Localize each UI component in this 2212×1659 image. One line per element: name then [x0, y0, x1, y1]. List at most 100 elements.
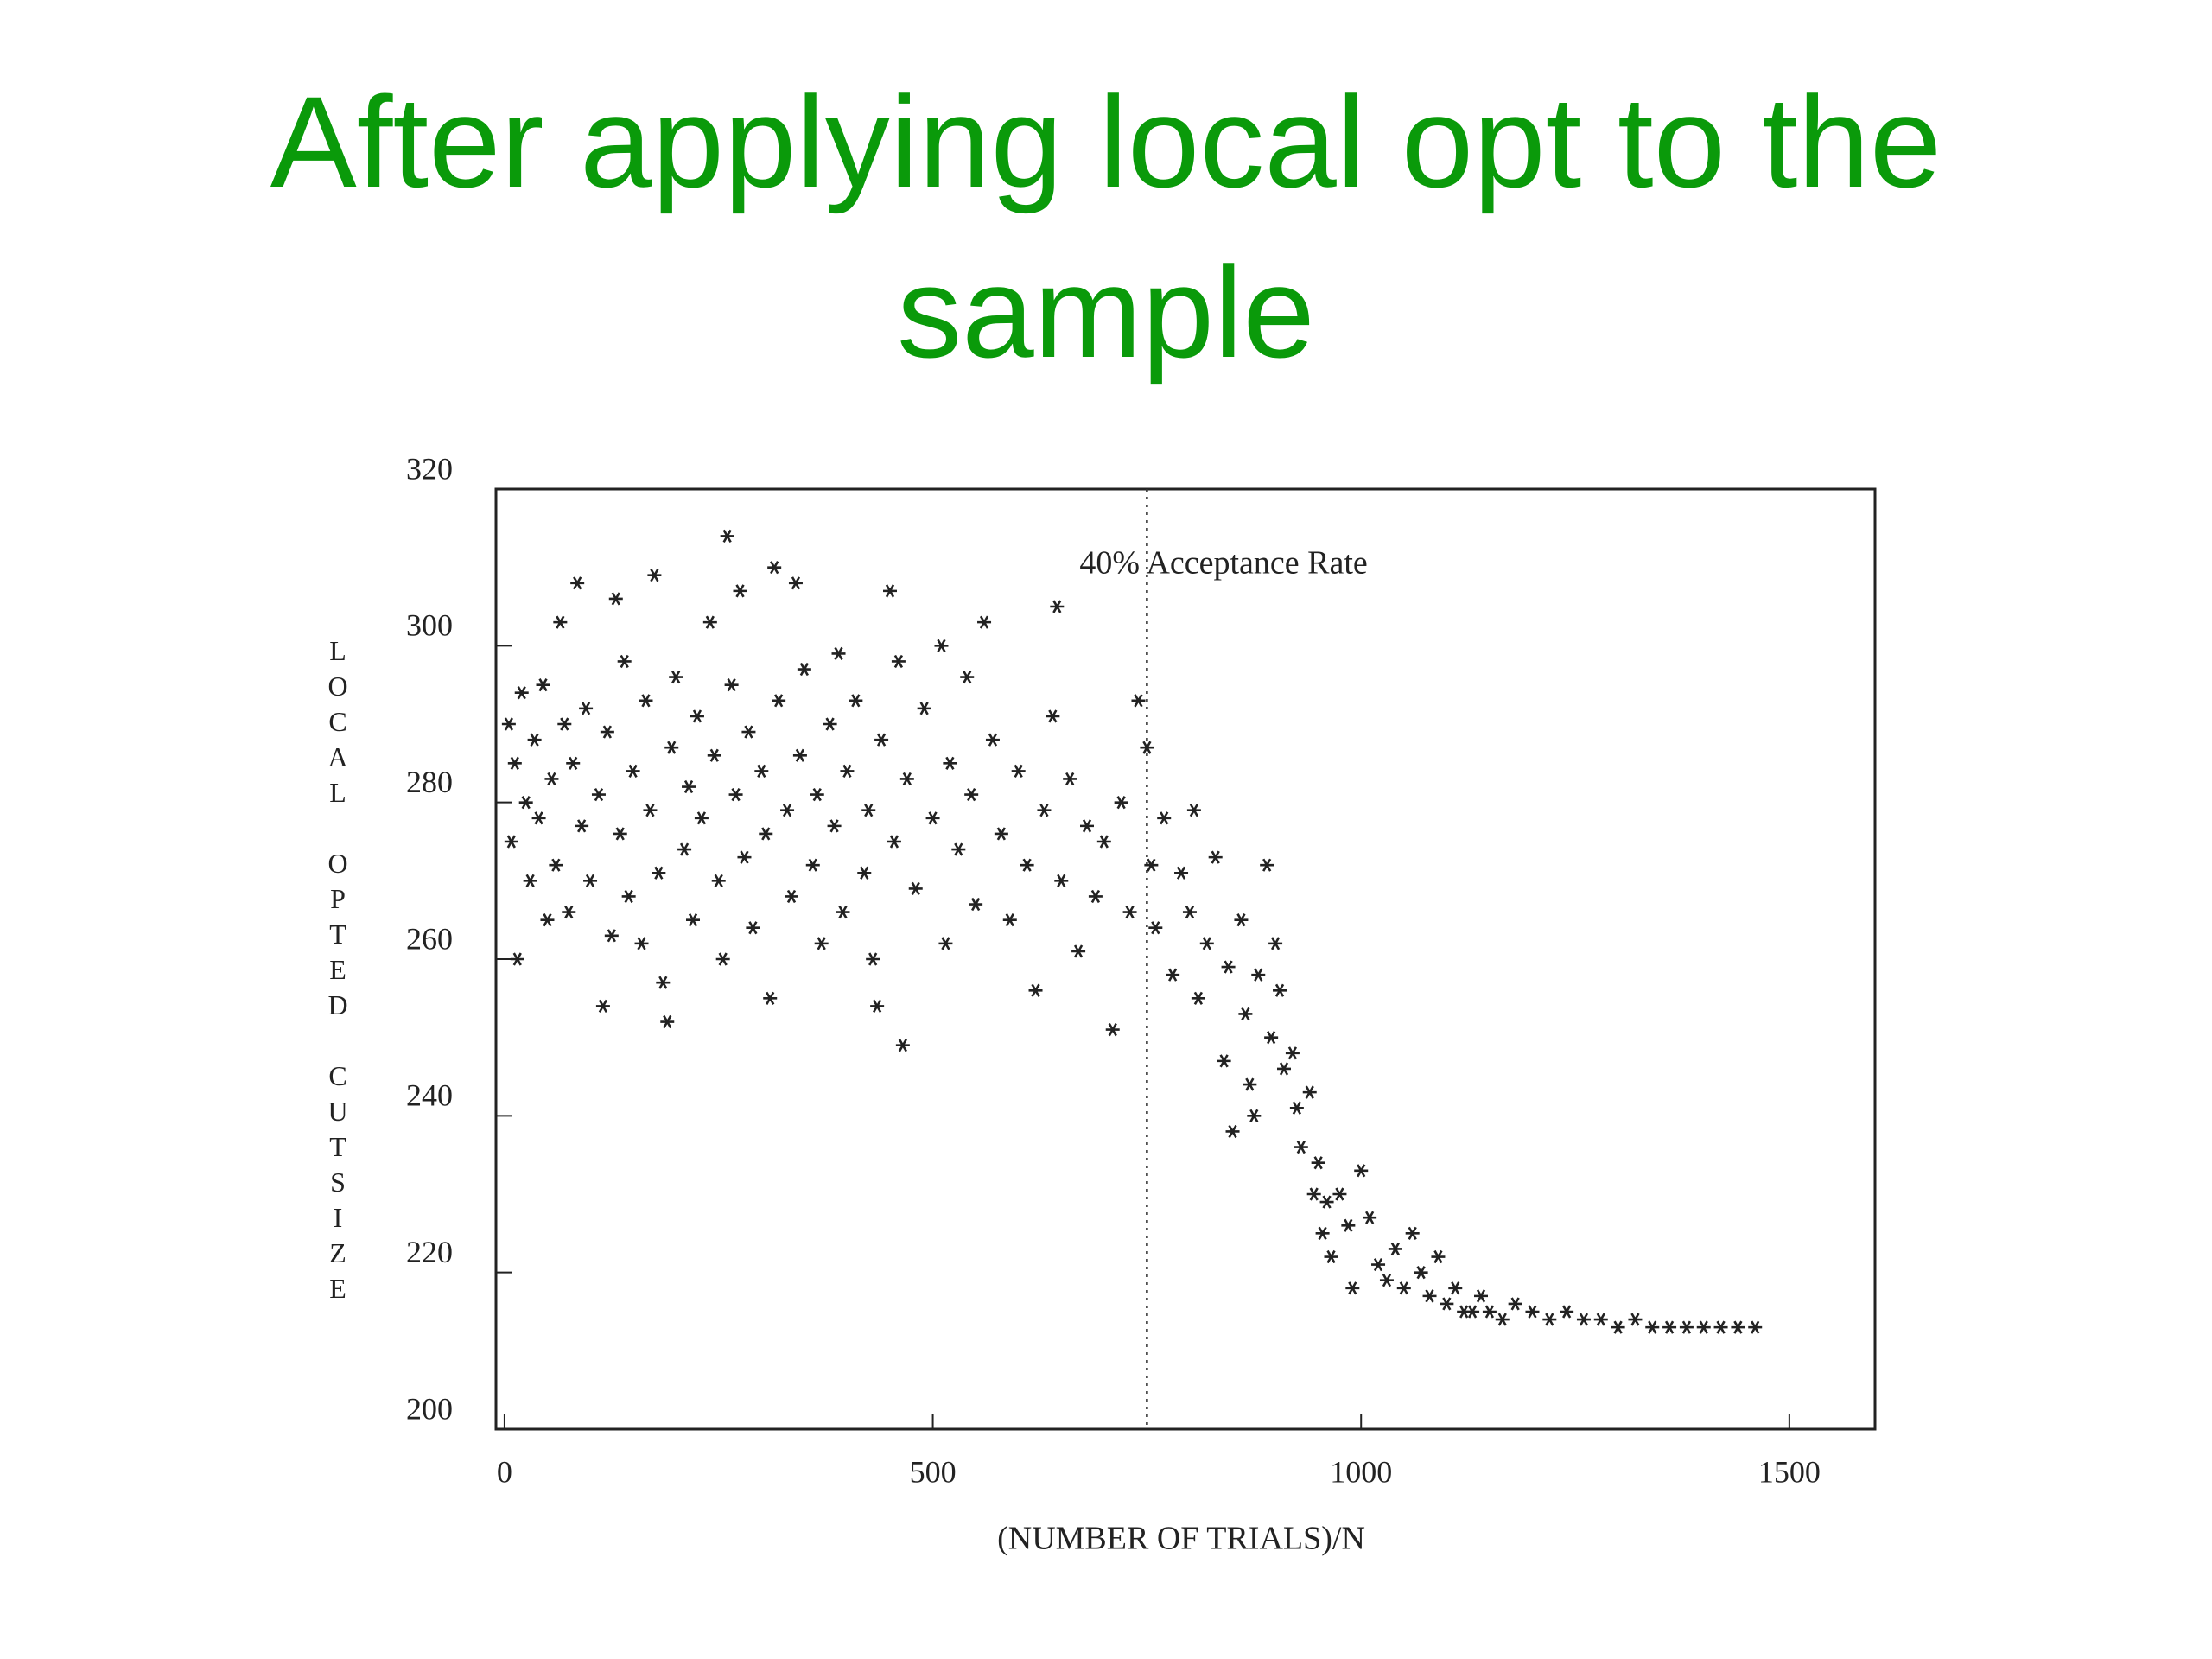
- point: [1221, 960, 1236, 974]
- point: [510, 952, 524, 966]
- point: [857, 866, 872, 880]
- point: [1122, 905, 1137, 919]
- point: [943, 756, 957, 770]
- point: [724, 678, 739, 692]
- point: [715, 952, 730, 966]
- point: [1285, 1046, 1300, 1060]
- point: [1114, 796, 1128, 810]
- point: [702, 615, 717, 629]
- point: [1371, 1257, 1386, 1272]
- point: [797, 662, 811, 677]
- point: [595, 999, 610, 1014]
- point: [720, 529, 734, 543]
- point: [934, 639, 949, 652]
- point: [969, 897, 983, 912]
- point: [785, 889, 798, 904]
- point: [1431, 1249, 1446, 1264]
- point: [728, 787, 743, 802]
- point: [621, 889, 636, 904]
- point: [570, 576, 585, 590]
- point: [1247, 1109, 1262, 1122]
- point: [1448, 1281, 1463, 1295]
- point: [887, 835, 901, 849]
- point: [960, 670, 975, 684]
- point: [831, 646, 846, 661]
- point: [866, 952, 880, 966]
- point: [643, 804, 658, 817]
- point: [664, 741, 679, 754]
- point: [523, 874, 537, 887]
- point: [1713, 1320, 1728, 1334]
- point: [1379, 1274, 1394, 1287]
- point: [531, 811, 546, 825]
- point: [810, 787, 824, 802]
- point: [656, 976, 671, 989]
- point: [707, 748, 721, 762]
- point: [1002, 913, 1017, 927]
- point: [557, 717, 572, 731]
- y-axis-title: LOCAL OPTED CUTSIZE: [322, 635, 353, 1308]
- point: [1148, 921, 1163, 935]
- point: [1628, 1313, 1643, 1326]
- point: [544, 772, 559, 786]
- point: [514, 686, 529, 700]
- point: [1144, 858, 1159, 872]
- point: [634, 937, 649, 950]
- point: [1679, 1320, 1694, 1334]
- point: [1405, 1226, 1420, 1240]
- point: [951, 842, 966, 856]
- point: [1324, 1249, 1338, 1264]
- point: [1474, 1289, 1488, 1303]
- point: [1011, 764, 1026, 779]
- point: [1054, 874, 1069, 887]
- point: [562, 905, 576, 919]
- point: [754, 764, 769, 779]
- point: [1234, 913, 1249, 927]
- point: [874, 733, 889, 747]
- point: [870, 999, 885, 1014]
- point: [1662, 1320, 1677, 1334]
- point: [527, 733, 542, 747]
- point: [1319, 1195, 1334, 1209]
- point: [549, 858, 563, 872]
- point: [536, 678, 550, 692]
- point: [792, 748, 807, 762]
- point: [737, 850, 752, 864]
- point: [608, 592, 623, 606]
- point: [669, 670, 683, 684]
- point: [849, 694, 863, 708]
- point: [1186, 804, 1201, 817]
- point: [1482, 1305, 1497, 1319]
- point: [1422, 1289, 1437, 1303]
- point: [895, 1039, 910, 1052]
- point: [1696, 1320, 1711, 1334]
- point: [575, 819, 589, 833]
- point: [1046, 709, 1060, 723]
- point: [1182, 905, 1197, 919]
- point: [579, 702, 594, 715]
- point: [823, 717, 837, 731]
- point: [647, 569, 662, 582]
- point: [711, 874, 726, 887]
- point: [1071, 944, 1086, 958]
- y-tick-label: 300: [406, 608, 453, 643]
- point: [566, 756, 581, 770]
- point: [1277, 1062, 1291, 1076]
- point: [861, 804, 876, 817]
- point: [1542, 1313, 1557, 1326]
- slide-title: After applying local opt to the sample: [270, 69, 1942, 385]
- point: [840, 764, 855, 779]
- annotation: 40% Acceptance Rate: [1079, 545, 1367, 582]
- point: [694, 811, 709, 825]
- point: [908, 881, 923, 896]
- point: [1166, 968, 1180, 982]
- point: [1174, 866, 1189, 880]
- point: [518, 796, 533, 810]
- point: [1332, 1187, 1347, 1201]
- point: [1191, 991, 1205, 1005]
- point: [917, 702, 931, 715]
- point: [1020, 858, 1034, 872]
- point: [553, 615, 568, 629]
- point: [583, 874, 598, 887]
- point: [639, 694, 653, 708]
